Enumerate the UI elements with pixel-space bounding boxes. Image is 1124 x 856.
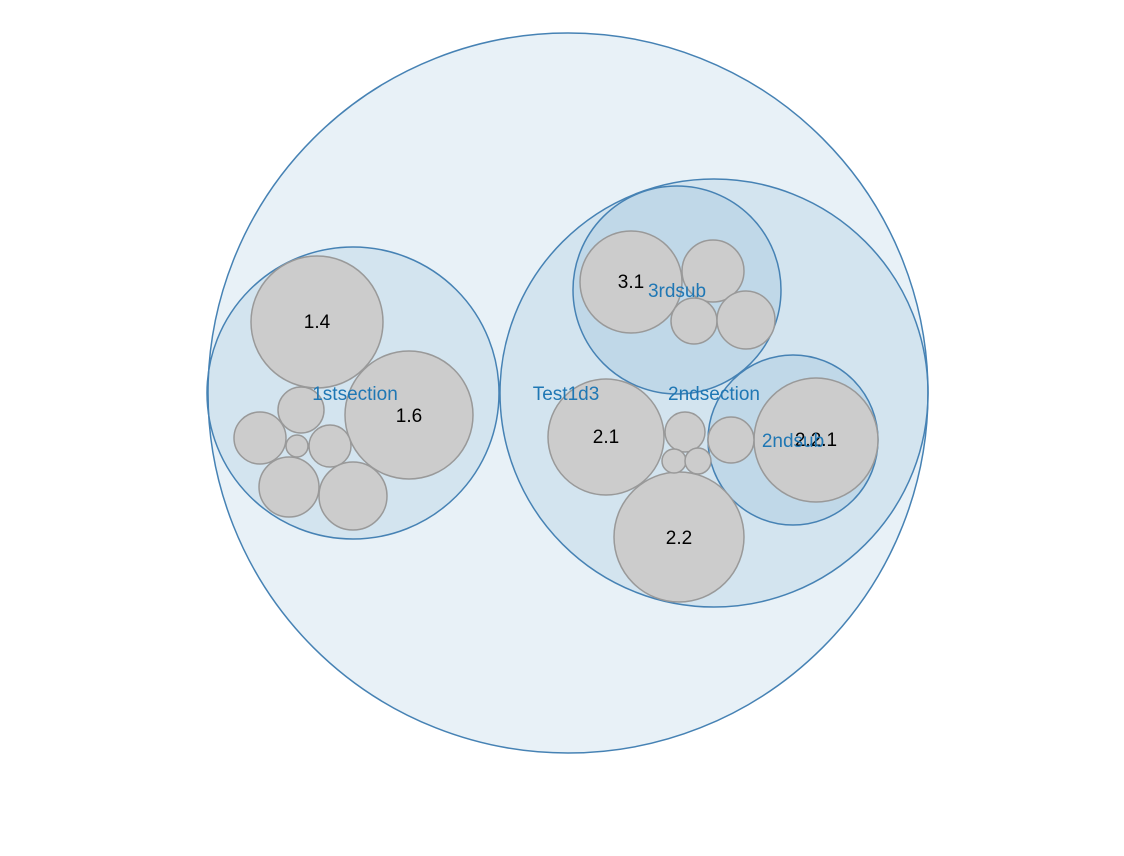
group-label-2ndsub: 2ndsub: [762, 431, 824, 452]
leaf-circle-1.4[interactable]: [250, 255, 384, 389]
leaf-label-3.1: 3.1: [618, 272, 644, 293]
leaf-circle-1stsection-d[interactable]: [308, 424, 352, 468]
leaf-circle-1stsection-c[interactable]: [285, 434, 309, 458]
leaf-label-1.6: 1.6: [396, 406, 422, 427]
group-label-1stsection: 1stsection: [312, 384, 398, 405]
leaf-circle-1stsection-e[interactable]: [258, 456, 320, 518]
leaf-label-2.1: 2.1: [593, 427, 619, 448]
leaf-circle-1stsection-a[interactable]: [277, 386, 325, 434]
leaf-circle-3rdsub-c[interactable]: [716, 290, 776, 350]
leaf-circle-2ndsection-d[interactable]: [684, 447, 712, 475]
leaf-circle-1stsection-b[interactable]: [233, 411, 287, 465]
leaf-circle-2ndsection-a[interactable]: [664, 411, 706, 453]
leaf-circle-3.1[interactable]: [579, 230, 683, 334]
leaf-label-2.2: 2.2: [666, 528, 692, 549]
leaf-circle-1stsection-f[interactable]: [318, 461, 388, 531]
leaf-circle-2.1[interactable]: [547, 378, 665, 496]
leaf-circle-3rdsub-a[interactable]: [681, 239, 745, 303]
leaf-label-2.2.1: 2.2.1: [795, 430, 837, 451]
leaf-circle-2ndsection-c[interactable]: [661, 448, 687, 474]
leaf-circle-3rdsub-b[interactable]: [670, 297, 718, 345]
leaf-label-1.4: 1.4: [304, 312, 331, 333]
group-label-2ndsection: 2ndsection: [668, 384, 760, 405]
group-label-test1d3: Test1d3: [533, 384, 600, 405]
group-label-3rdsub: 3rdsub: [648, 281, 706, 302]
leaf-circle-1.6[interactable]: [344, 350, 474, 480]
leaf-circle-2ndsection-b[interactable]: [707, 416, 755, 464]
